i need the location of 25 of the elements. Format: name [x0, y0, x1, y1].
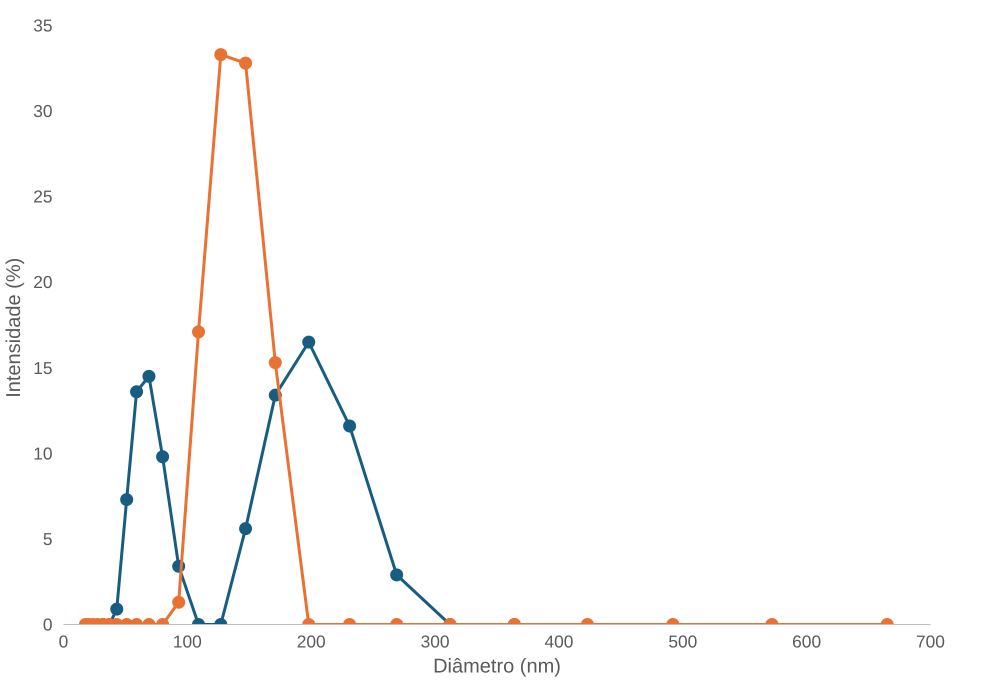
point — [302, 336, 316, 349]
point — [156, 450, 170, 464]
x-tick-label: 500 — [668, 632, 698, 652]
x-tick-label: 700 — [916, 632, 945, 652]
y-tick-label: 25 — [33, 186, 53, 207]
y-tick-label: 15 — [33, 358, 53, 378]
x-tick-label: 0 — [58, 632, 68, 652]
x-tick-label: 600 — [792, 632, 822, 652]
y-tick-label: 0 — [42, 614, 53, 634]
x-axis-title: Diâmetro (nm) — [433, 656, 561, 678]
x-tick-label: 200 — [296, 632, 326, 652]
point — [343, 419, 356, 432]
y-tick-label: 20 — [33, 272, 53, 292]
point — [268, 356, 282, 370]
y-tick-label: 30 — [33, 101, 53, 122]
y-tick-label: 35 — [33, 16, 53, 36]
point — [130, 385, 144, 398]
x-tick-label: 100 — [172, 632, 202, 652]
y-tick-label: 5 — [42, 528, 53, 549]
y-tick-label: 10 — [33, 443, 53, 464]
point — [192, 325, 206, 338]
x-tick-label: 400 — [544, 632, 574, 652]
x-tick-label: 300 — [420, 632, 450, 652]
y-axis-title: Intensidade (%) — [3, 258, 26, 398]
point — [142, 370, 156, 383]
